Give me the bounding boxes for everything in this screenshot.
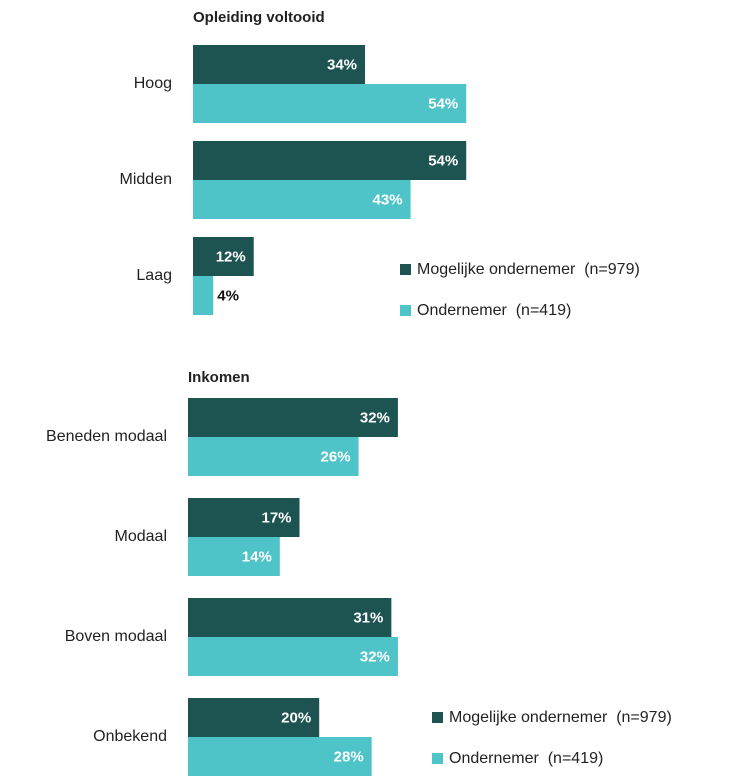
legend-label: Ondernemer (n=419) bbox=[417, 302, 571, 319]
value-label: 54% bbox=[428, 152, 458, 169]
legend-label: Ondernemer (n=419) bbox=[449, 750, 603, 767]
value-label: 32% bbox=[360, 409, 390, 426]
category-label: Onbekend bbox=[93, 728, 167, 745]
value-label: 20% bbox=[281, 709, 311, 726]
bar bbox=[188, 598, 392, 637]
legend-swatch bbox=[400, 305, 411, 316]
bar bbox=[193, 45, 366, 84]
bar bbox=[193, 84, 467, 123]
category-label: Midden bbox=[120, 171, 172, 188]
legend-label: Mogelijke ondernemer (n=979) bbox=[449, 709, 672, 726]
value-label: 4% bbox=[217, 287, 239, 304]
value-label: 32% bbox=[360, 648, 390, 665]
category-label: Boven modaal bbox=[65, 628, 167, 645]
value-label: 17% bbox=[261, 509, 291, 526]
bar bbox=[188, 637, 398, 676]
category-label: Modaal bbox=[115, 528, 167, 545]
bar bbox=[193, 141, 467, 180]
category-label: Hoog bbox=[134, 75, 172, 92]
bar bbox=[188, 698, 320, 737]
category-label: Laag bbox=[136, 267, 172, 284]
value-label: 54% bbox=[428, 95, 458, 112]
bar bbox=[188, 737, 372, 776]
chart-title: Inkomen bbox=[188, 369, 250, 386]
chart-title: Opleiding voltooid bbox=[193, 9, 325, 26]
legend-label: Mogelijke ondernemer (n=979) bbox=[417, 261, 640, 278]
value-label: 43% bbox=[373, 191, 403, 208]
bar bbox=[188, 437, 359, 476]
bar bbox=[193, 180, 411, 219]
value-label: 31% bbox=[353, 609, 383, 626]
category-label: Beneden modaal bbox=[46, 428, 167, 445]
legend-swatch bbox=[432, 712, 443, 723]
legend-swatch bbox=[432, 753, 443, 764]
bar bbox=[193, 276, 214, 315]
bar bbox=[188, 398, 398, 437]
bar bbox=[193, 237, 254, 276]
legend-swatch bbox=[400, 264, 411, 275]
bar bbox=[188, 537, 280, 576]
bar bbox=[188, 498, 300, 537]
value-label: 12% bbox=[216, 248, 246, 265]
value-label: 34% bbox=[327, 56, 357, 73]
value-label: 14% bbox=[242, 548, 272, 565]
value-label: 26% bbox=[321, 448, 351, 465]
value-label: 28% bbox=[334, 748, 364, 765]
